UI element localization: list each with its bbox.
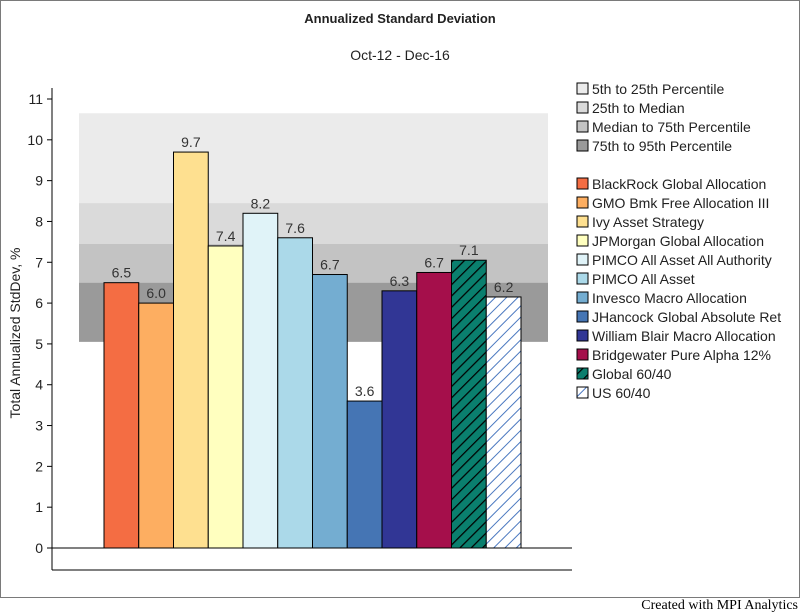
- legend-swatch: [576, 177, 589, 190]
- bar: [312, 274, 348, 549]
- legend-label: 75th to 95th Percentile: [592, 138, 732, 154]
- data-label: 8.2: [251, 195, 271, 211]
- credit-text: Created with MPI Analytics: [641, 598, 798, 613]
- legend-label: PIMCO All Asset All Authority: [592, 252, 772, 268]
- legend-swatch: [576, 253, 589, 266]
- y-tick-label: 5: [35, 336, 43, 352]
- legend-label: BlackRock Global Allocation: [592, 176, 766, 192]
- legend-swatch: [576, 196, 589, 209]
- legend-label: Ivy Asset Strategy: [592, 214, 704, 230]
- y-tick-label: 8: [35, 213, 43, 229]
- bar: [173, 151, 209, 549]
- legend-swatch: [576, 386, 589, 399]
- y-tick-label: 10: [27, 132, 43, 148]
- legend-swatch: [576, 348, 589, 361]
- legend-swatch: [576, 120, 589, 133]
- data-label: 6.7: [424, 254, 444, 270]
- legend-label: William Blair Macro Allocation: [592, 328, 776, 344]
- legend-swatch: [576, 291, 589, 304]
- legend-label: Bridgewater Pure Alpha 12%: [592, 347, 771, 363]
- data-label: 6.5: [112, 265, 132, 281]
- chart-subtitle: Oct-12 - Dec-16: [350, 47, 450, 63]
- data-labels: 6.5 6.0 9.7 7.4 8.2 7.6 6.7 3.6 6.3 6.7 7.1 6.2: [112, 134, 514, 399]
- legend-swatch: [576, 101, 589, 114]
- data-label: 9.7: [181, 134, 201, 150]
- data-label: 6.0: [146, 285, 166, 301]
- y-tick-label: 4: [35, 377, 43, 393]
- data-label: 7.6: [285, 220, 305, 236]
- legend-label: 25th to Median: [592, 100, 685, 116]
- legend-swatch: [576, 329, 589, 342]
- y-tick-label: 2: [35, 458, 43, 474]
- bar: [242, 212, 279, 549]
- chart-title: Annualized Standard Deviation: [304, 11, 495, 26]
- data-label: 6.3: [390, 273, 410, 289]
- legend-swatch: [576, 367, 589, 380]
- legend: 5th to 25th Percentile 25th to Median Medi…: [576, 81, 781, 401]
- y-tick-label: 7: [35, 254, 43, 270]
- bars: [103, 151, 522, 549]
- std-dev-chart: Annualized Standard Deviation Oct-12 - D…: [7, 11, 781, 571]
- percentile-band-1: [79, 203, 548, 244]
- legend-label: 5th to 25th Percentile: [592, 81, 725, 97]
- data-label: 7.4: [216, 228, 236, 244]
- legend-label: Invesco Macro Allocation: [592, 290, 747, 306]
- bar: [416, 271, 452, 549]
- legend-label: JPMorgan Global Allocation: [592, 233, 764, 249]
- bar: [381, 290, 418, 549]
- legend-swatch: [576, 82, 589, 95]
- bar: [207, 245, 244, 549]
- legend-label: JHancock Global Absolute Ret: [592, 309, 781, 325]
- legend-label: Median to 75th Percentile: [592, 119, 751, 135]
- y-tick-label: 6: [35, 295, 43, 311]
- bar: [346, 400, 383, 549]
- y-tick-label: 0: [35, 540, 43, 556]
- bar: [103, 282, 140, 549]
- bar: [138, 302, 174, 549]
- data-label: 7.1: [459, 242, 479, 258]
- legend-label: US 60/40: [592, 385, 651, 401]
- y-tick-label: 3: [35, 418, 43, 434]
- bar: [451, 259, 487, 549]
- legend-swatch: [576, 310, 589, 323]
- percentile-band-0: [79, 113, 548, 204]
- legend-label: GMO Bmk Free Allocation III: [592, 195, 769, 211]
- legend-swatch: [576, 272, 589, 285]
- data-label: 3.6: [355, 383, 375, 399]
- axes: 0 1 2 3 4 5 6 7 8 9 10 11: [27, 88, 572, 571]
- legend-swatch: [576, 139, 589, 152]
- y-tick-label: 11: [28, 91, 43, 107]
- legend-swatch: [576, 234, 589, 247]
- data-label: 6.2: [494, 279, 514, 295]
- bar: [277, 237, 313, 549]
- y-tick-label: 1: [35, 499, 43, 515]
- bar: [485, 296, 522, 549]
- legend-label: Global 60/40: [592, 366, 672, 382]
- y-tick-label: 9: [35, 173, 43, 189]
- y-axis-label: Total Annualized StdDev, %: [7, 248, 23, 419]
- legend-label: PIMCO All Asset: [592, 271, 695, 287]
- data-label: 6.7: [320, 257, 340, 273]
- legend-swatch: [576, 215, 589, 228]
